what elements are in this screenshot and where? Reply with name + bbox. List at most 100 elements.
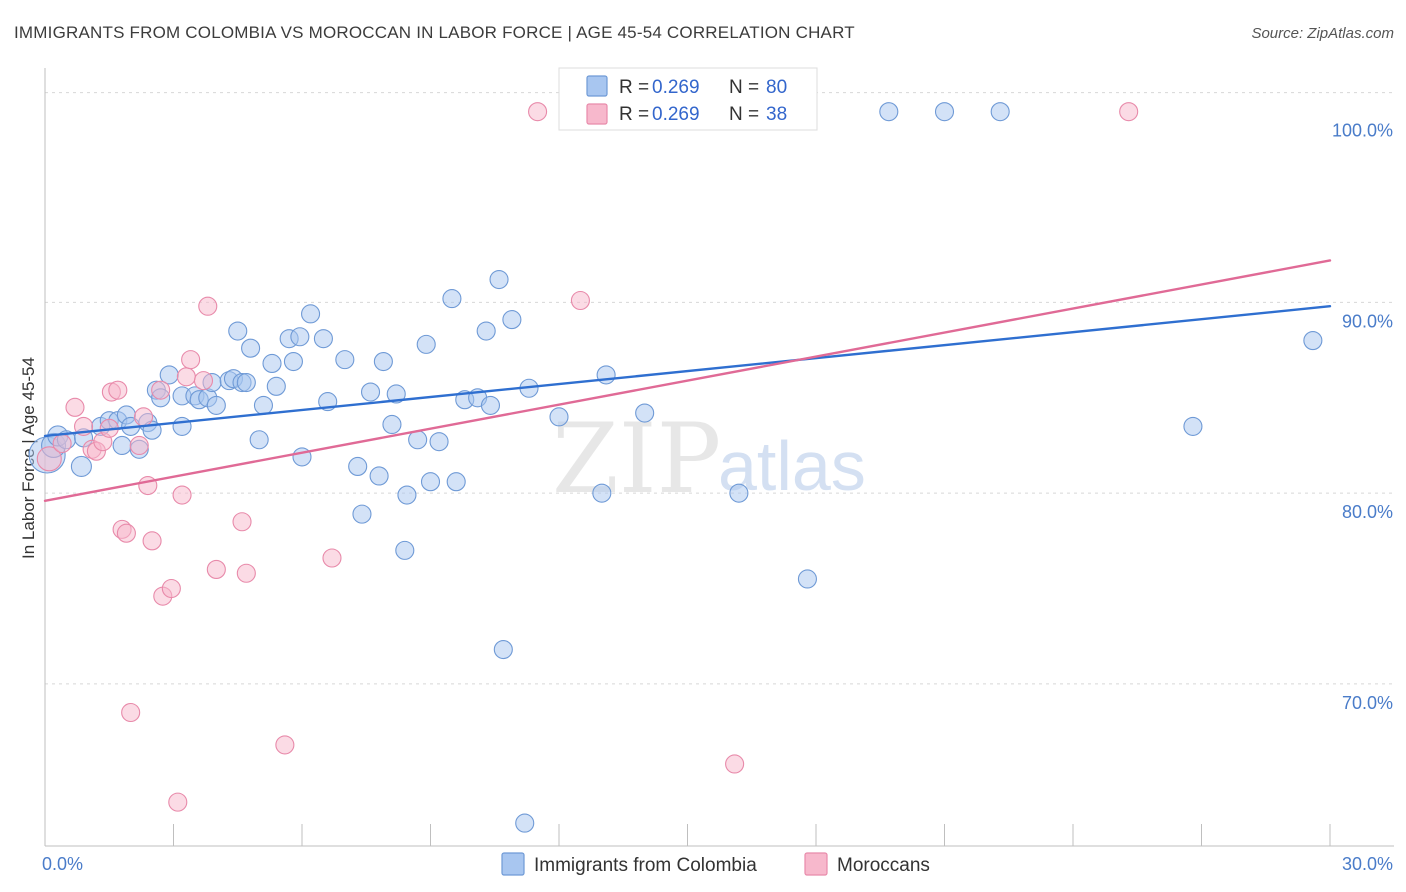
point-moroccans-0 (36, 446, 62, 472)
point-moroccans-30 (322, 548, 342, 568)
point-moroccans-11 (116, 523, 136, 543)
point-colombia-57 (446, 472, 466, 492)
point-moroccans-31 (528, 102, 548, 122)
point-moroccans-20 (168, 792, 188, 812)
y-tick-label-1: 90.0% (1342, 311, 1393, 331)
trend-line-moroccans (43, 259, 1332, 502)
point-moroccans-14 (133, 407, 154, 427)
legend-swatch-moroccans (586, 103, 608, 125)
point-moroccans-28 (236, 563, 256, 583)
point-colombia-37 (290, 327, 310, 347)
legend-n-label-moroccans: N = (729, 104, 759, 125)
point-colombia-71 (729, 483, 749, 503)
series-legend-label-colombia: Immigrants from Colombia (534, 855, 757, 876)
point-moroccans-17 (151, 380, 171, 400)
trend-lines (43, 259, 1332, 502)
point-moroccans-33 (725, 754, 745, 774)
point-colombia-9 (112, 435, 132, 456)
point-colombia-44 (352, 504, 372, 524)
legend-r-value-colombia: 0.269 (652, 77, 700, 98)
point-colombia-5 (70, 455, 92, 477)
point-colombia-34 (266, 376, 286, 396)
point-colombia-70 (635, 403, 655, 423)
point-colombia-62 (489, 269, 509, 290)
point-colombia-31 (249, 430, 269, 450)
watermark-zip-text: ZIP (552, 403, 721, 515)
point-colombia-46 (369, 466, 389, 486)
y-tick-label-0: 100.0% (1332, 121, 1393, 141)
point-moroccans-34 (1119, 102, 1139, 122)
legend-swatch-colombia (586, 75, 608, 97)
series-legend-label-moroccans: Moroccans (837, 855, 930, 876)
point-colombia-43 (348, 456, 368, 476)
point-colombia-74 (934, 102, 955, 122)
legend-r-label-moroccans: R = (619, 104, 649, 125)
scatter-points (28, 102, 1323, 833)
point-colombia-61 (480, 395, 501, 415)
point-colombia-69 (596, 365, 616, 385)
y-axis-label: In Labor Force | Age 45-54 (19, 357, 38, 559)
legend-n-value-moroccans: 38 (766, 104, 787, 125)
point-colombia-24 (206, 395, 226, 415)
point-colombia-75 (990, 102, 1010, 122)
point-colombia-18 (172, 416, 192, 436)
point-moroccans-29 (275, 735, 295, 755)
point-colombia-42 (335, 350, 355, 370)
point-colombia-47 (373, 351, 393, 372)
point-colombia-60 (476, 321, 496, 341)
series-legend: Immigrants from Colombia Moroccans (501, 852, 930, 876)
legend-n-label-colombia: N = (729, 77, 759, 98)
y-tick-label-3: 70.0% (1342, 693, 1393, 713)
point-colombia-53 (416, 334, 436, 354)
point-colombia-67 (549, 407, 569, 427)
y-tick-label-2: 80.0% (1342, 502, 1393, 522)
zipatlas-watermark: ZIP atlas (552, 403, 866, 515)
point-colombia-39 (301, 304, 321, 324)
legend-r-value-moroccans: 0.269 (652, 104, 700, 125)
point-colombia-77 (1303, 331, 1323, 351)
point-moroccans-13 (129, 435, 149, 456)
legend-r-label-colombia: R = (619, 77, 649, 98)
point-colombia-66 (515, 813, 535, 833)
series-legend-swatch-colombia (501, 852, 525, 876)
point-colombia-32 (253, 395, 274, 415)
correlation-legend: R = 0.269 N = 80 R = 0.269 N = 38 (558, 67, 818, 131)
point-moroccans-24 (193, 371, 214, 391)
point-colombia-48 (382, 414, 402, 435)
point-moroccans-27 (232, 512, 252, 532)
point-moroccans-19 (161, 578, 181, 599)
point-moroccans-26 (206, 559, 226, 579)
point-moroccans-1 (52, 434, 72, 454)
point-colombia-63 (493, 639, 513, 660)
point-colombia-51 (397, 485, 417, 505)
point-colombia-36 (283, 351, 303, 372)
point-moroccans-12 (121, 702, 141, 723)
point-moroccans-9 (108, 380, 128, 400)
point-moroccans-22 (176, 367, 196, 387)
point-moroccans-25 (198, 296, 218, 316)
x-tick-label-0: 0.0% (42, 854, 83, 874)
point-moroccans-2 (65, 397, 85, 417)
x-tick-label-1: 30.0% (1342, 854, 1393, 874)
point-colombia-68 (592, 483, 612, 503)
point-colombia-33 (262, 353, 282, 373)
point-colombia-54 (420, 472, 441, 492)
point-colombia-73 (879, 102, 899, 122)
point-colombia-50 (395, 540, 415, 560)
y-tick-labels: 100.0% 90.0% 80.0% 70.0% (1332, 121, 1393, 713)
point-moroccans-16 (142, 531, 162, 551)
chart-title: IMMIGRANTS FROM COLOMBIA VS MOROCCAN IN … (14, 23, 855, 42)
chart-source: Source: ZipAtlas.com (1251, 25, 1394, 42)
point-colombia-29 (236, 372, 256, 393)
point-moroccans-23 (181, 350, 201, 370)
point-colombia-76 (1183, 416, 1203, 436)
point-colombia-30 (241, 338, 261, 358)
point-colombia-49 (386, 384, 406, 404)
point-colombia-64 (502, 310, 522, 330)
point-colombia-27 (228, 321, 248, 341)
point-colombia-40 (313, 329, 333, 349)
point-colombia-72 (797, 569, 817, 589)
point-colombia-56 (442, 289, 462, 309)
trend-line-colombia (43, 305, 1332, 438)
